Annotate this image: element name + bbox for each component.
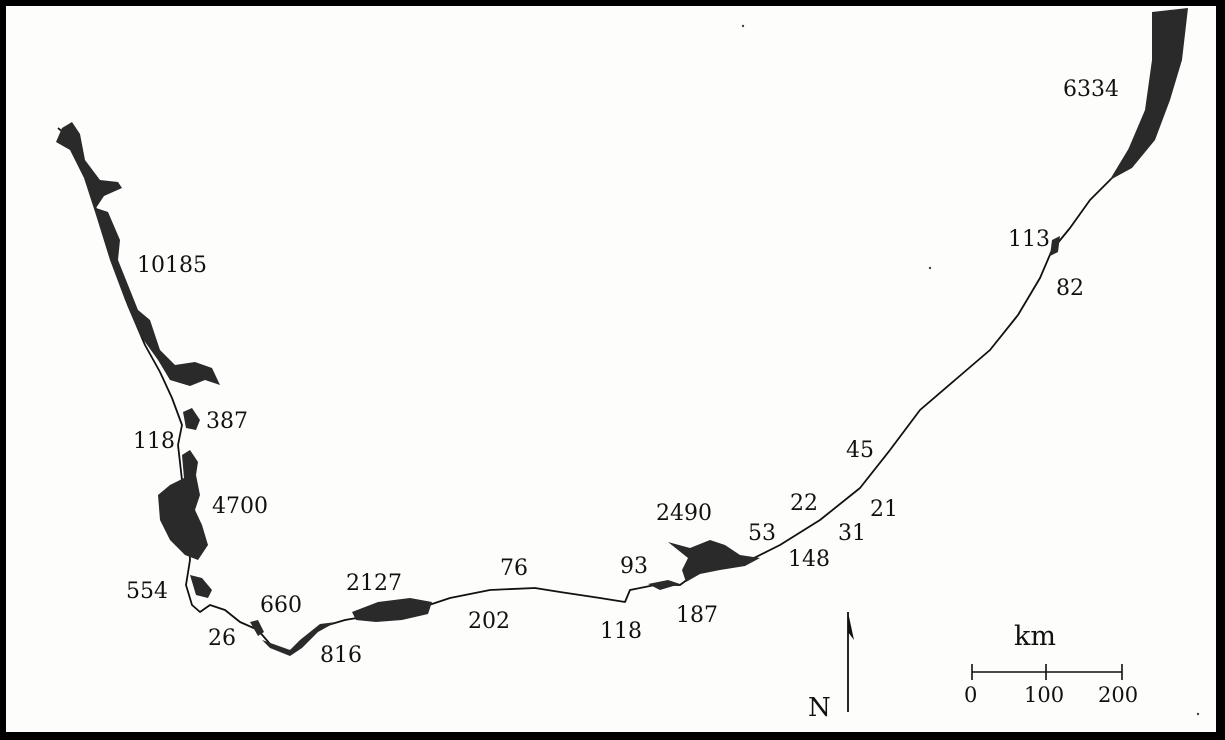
area-label-816: 816 bbox=[320, 643, 362, 668]
north-arrow-icon: N bbox=[808, 612, 854, 723]
area-660 bbox=[250, 620, 264, 636]
area-label-660: 660 bbox=[260, 593, 302, 618]
area-2127 bbox=[352, 598, 432, 622]
area-4700 bbox=[158, 450, 208, 560]
area-187 bbox=[648, 580, 680, 590]
coastline bbox=[57, 9, 1171, 653]
area-2490 bbox=[668, 540, 760, 582]
area-label-76: 76 bbox=[500, 556, 528, 581]
shaded-areas bbox=[56, 8, 1188, 656]
north-label: N bbox=[808, 693, 831, 723]
area-label-22: 22 bbox=[790, 491, 818, 516]
area-10185 bbox=[56, 122, 220, 386]
speck bbox=[928, 266, 932, 270]
scale-unit-label: km bbox=[1014, 621, 1056, 652]
scale-bar: km 0 100 200 bbox=[964, 621, 1138, 707]
scale-tick-0: 0 bbox=[964, 683, 977, 707]
area-label-187: 187 bbox=[676, 603, 718, 628]
speck bbox=[741, 24, 745, 28]
scale-tick-200: 200 bbox=[1098, 683, 1138, 707]
area-554 bbox=[190, 575, 212, 598]
area-label-4700: 4700 bbox=[212, 494, 268, 519]
area-label-554: 554 bbox=[126, 579, 168, 604]
area-387 bbox=[183, 408, 200, 430]
area-label-387: 387 bbox=[206, 409, 248, 434]
area-label-118b: 118 bbox=[600, 619, 642, 644]
area-label-31: 31 bbox=[838, 521, 866, 546]
area-113 bbox=[1050, 236, 1060, 256]
area-816 bbox=[262, 622, 336, 656]
area-labels: 6334 10185 113 82 387 118 4700 45 2490 2… bbox=[126, 77, 1119, 668]
speck bbox=[1196, 712, 1200, 716]
area-label-26: 26 bbox=[208, 626, 236, 651]
area-label-2127: 2127 bbox=[346, 571, 402, 596]
area-label-118a: 118 bbox=[133, 429, 175, 454]
area-label-10185: 10185 bbox=[137, 253, 207, 278]
area-label-21: 21 bbox=[870, 497, 898, 522]
area-label-45: 45 bbox=[846, 438, 874, 463]
area-label-6334: 6334 bbox=[1063, 77, 1119, 102]
area-label-53: 53 bbox=[748, 521, 776, 546]
area-label-2490: 2490 bbox=[656, 501, 712, 526]
area-label-93: 93 bbox=[620, 554, 648, 579]
area-label-82: 82 bbox=[1056, 276, 1084, 301]
area-label-148: 148 bbox=[788, 547, 830, 572]
scale-tick-100: 100 bbox=[1024, 683, 1064, 707]
area-label-113: 113 bbox=[1008, 227, 1050, 252]
area-label-202: 202 bbox=[468, 609, 510, 634]
area-6334 bbox=[1110, 8, 1188, 180]
